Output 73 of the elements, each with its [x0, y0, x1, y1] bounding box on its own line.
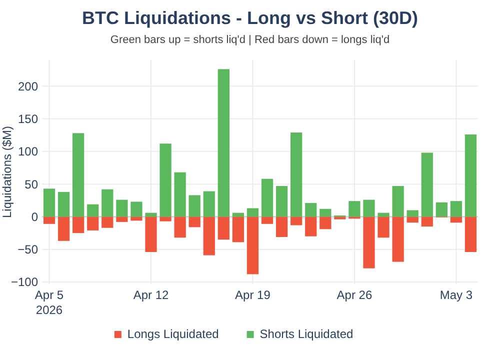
bar: [174, 216, 186, 238]
bar: [436, 202, 448, 217]
y-tick-label: 0: [31, 210, 38, 224]
bar: [160, 144, 172, 217]
bar: [246, 208, 259, 217]
bar: [421, 152, 433, 217]
bar: [406, 216, 418, 223]
y-axis-title: Liquidations ($M): [0, 126, 14, 218]
bar: [58, 192, 70, 217]
bar: [218, 216, 230, 240]
y-tick-label: −50: [18, 242, 38, 257]
x-tick-label: Apr 12: [133, 288, 169, 302]
bar: [305, 216, 317, 236]
x-tick-label: Apr 26: [336, 288, 372, 302]
bar: [116, 200, 128, 217]
bar: [290, 216, 302, 226]
bar: [116, 216, 128, 222]
bar: [218, 69, 230, 217]
legend-label: Longs Liquidated: [127, 327, 219, 341]
bar: [406, 210, 418, 217]
bar: [188, 195, 200, 217]
bar: [145, 212, 157, 217]
bar: [188, 216, 200, 228]
bar: [261, 178, 274, 217]
bar: [348, 201, 360, 217]
bar: [320, 216, 332, 230]
bar: [232, 216, 244, 242]
bar: [102, 189, 114, 217]
bar: [464, 216, 477, 252]
y-tick-label: −100: [10, 275, 38, 290]
bar: [130, 216, 142, 221]
bar: [72, 216, 84, 234]
bar: [392, 216, 404, 262]
bar: [363, 216, 375, 268]
x-tick-label: Apr 19: [235, 288, 271, 302]
x-tick-label: Apr 5 2026: [34, 288, 64, 317]
y-tick-label: 150: [18, 112, 38, 126]
legend-label: Shorts Liquidated: [260, 327, 354, 341]
bar: [363, 200, 375, 217]
bar: [43, 188, 56, 217]
chart-title: BTC Liquidations - Long vs Short (30D): [82, 8, 418, 28]
chart-subtitle: Green bars up = shorts liq'd | Red bars down = longs liq'd: [110, 34, 390, 46]
bar: [145, 216, 157, 252]
bar: [392, 186, 404, 217]
bar: [102, 216, 114, 228]
bar: [87, 216, 99, 230]
x-tick-label: May 3: [440, 288, 473, 302]
bar: [276, 216, 288, 237]
bar: [334, 216, 346, 220]
bar: [72, 133, 84, 217]
y-tick-label: 100: [18, 144, 38, 159]
bar: [261, 216, 274, 224]
y-tick-label: 200: [18, 79, 38, 94]
bar: [160, 216, 172, 222]
bar: [290, 132, 302, 217]
bar: [305, 203, 317, 217]
bar: [464, 134, 477, 217]
bar: [276, 186, 288, 217]
bar: [421, 216, 433, 227]
bar: [246, 216, 259, 274]
bar: [43, 216, 56, 224]
bar: [203, 216, 215, 256]
bar: [320, 208, 332, 217]
y-tick-label: 50: [24, 177, 38, 192]
bar: [87, 204, 99, 217]
bar: [174, 172, 186, 217]
bar: [203, 191, 215, 217]
bar: [450, 216, 462, 223]
bar: [378, 212, 390, 217]
bar: [130, 202, 142, 217]
bar: [378, 216, 390, 238]
bar: [58, 216, 70, 241]
bar: [450, 201, 462, 217]
